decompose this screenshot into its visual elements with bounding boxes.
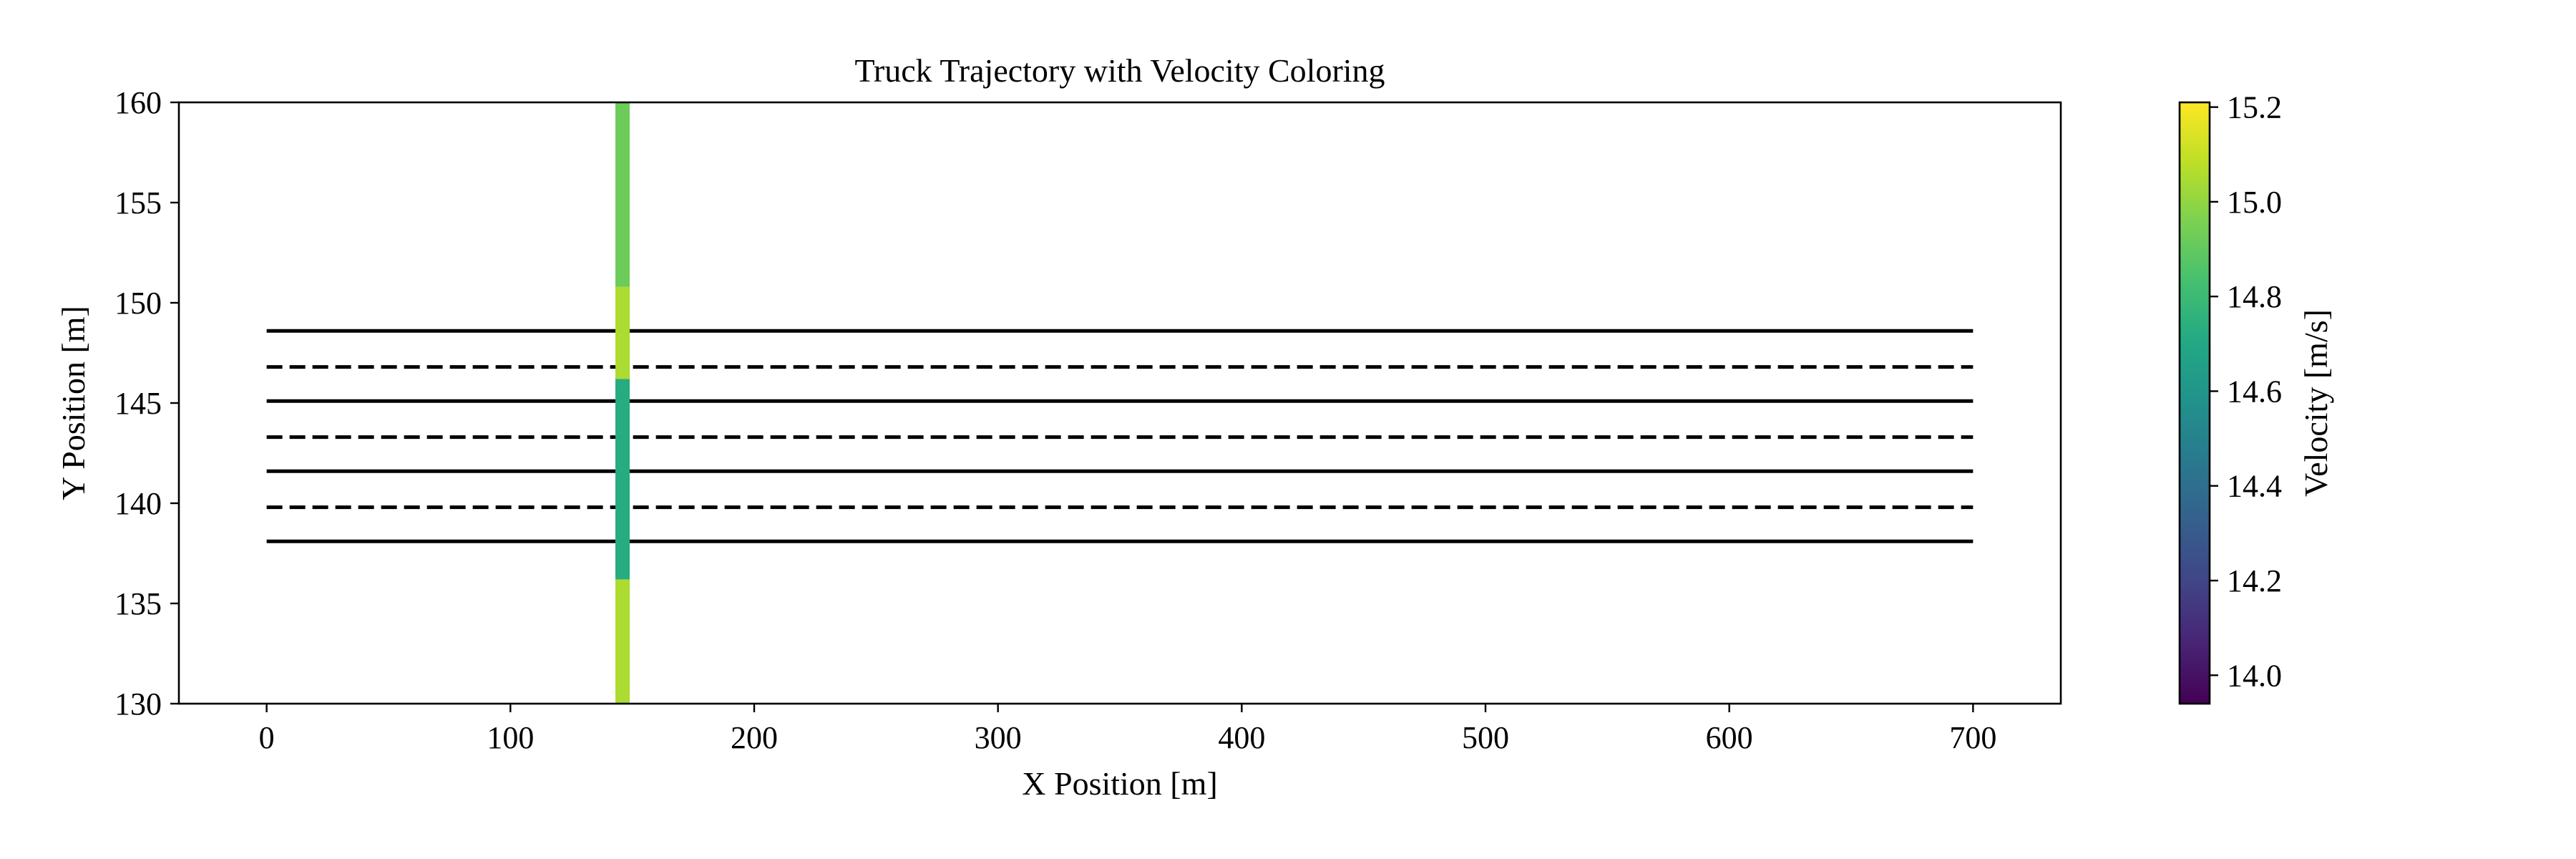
trajectory-segment-3 [615, 286, 630, 379]
colorbar-tick-label: 14.8 [2227, 279, 2282, 314]
y-tick-label: 150 [114, 286, 162, 321]
trajectory-segment-4 [615, 102, 630, 287]
x-tick-label: 300 [975, 720, 1022, 755]
trajectory-segment-1 [615, 579, 630, 704]
colorbar-tick-label: 14.2 [2227, 563, 2282, 598]
plot-frame [177, 101, 2062, 705]
x-axis-ticks: 0 100 200 300 400 500 600 700 [259, 704, 1996, 755]
colorbar-tick-label: 15.2 [2227, 90, 2282, 125]
y-axis-ticks: 130 135 140 145 150 155 160 [114, 85, 179, 722]
x-tick-label: 0 [259, 720, 275, 755]
colorbar-tick-label: 15.0 [2227, 185, 2282, 220]
lane-lines [266, 329, 1974, 543]
colorbar-tick-label: 14.4 [2227, 469, 2282, 504]
x-tick-label: 500 [1462, 720, 1509, 755]
y-tick-label: 135 [114, 586, 162, 621]
y-tick-label: 160 [114, 85, 162, 120]
colorbar [2178, 101, 2211, 705]
x-tick-label: 700 [1949, 720, 1996, 755]
y-tick-label: 130 [114, 686, 162, 722]
y-tick-label: 155 [114, 185, 162, 220]
colorbar-label: Velocity [m/s] [2298, 309, 2334, 497]
colorbar-tick-label: 14.0 [2227, 658, 2282, 693]
x-tick-label: 200 [731, 720, 778, 755]
x-tick-label: 100 [487, 720, 534, 755]
colorbar-ticks: 14.0 14.2 14.4 14.6 14.8 15.0 15.2 [2210, 90, 2282, 693]
x-tick-label: 600 [1706, 720, 1753, 755]
trajectory [615, 102, 630, 704]
y-axis-label: Y Position [m] [55, 306, 92, 500]
x-tick-label: 400 [1218, 720, 1265, 755]
trajectory-segment-2 [615, 379, 630, 580]
y-tick-label: 140 [114, 486, 162, 521]
chart-title: Truck Trajectory with Velocity Coloring [854, 52, 1385, 89]
x-axis-label: X Position [m] [1022, 765, 1217, 802]
y-tick-label: 145 [114, 386, 162, 421]
colorbar-tick-label: 14.6 [2227, 374, 2282, 409]
